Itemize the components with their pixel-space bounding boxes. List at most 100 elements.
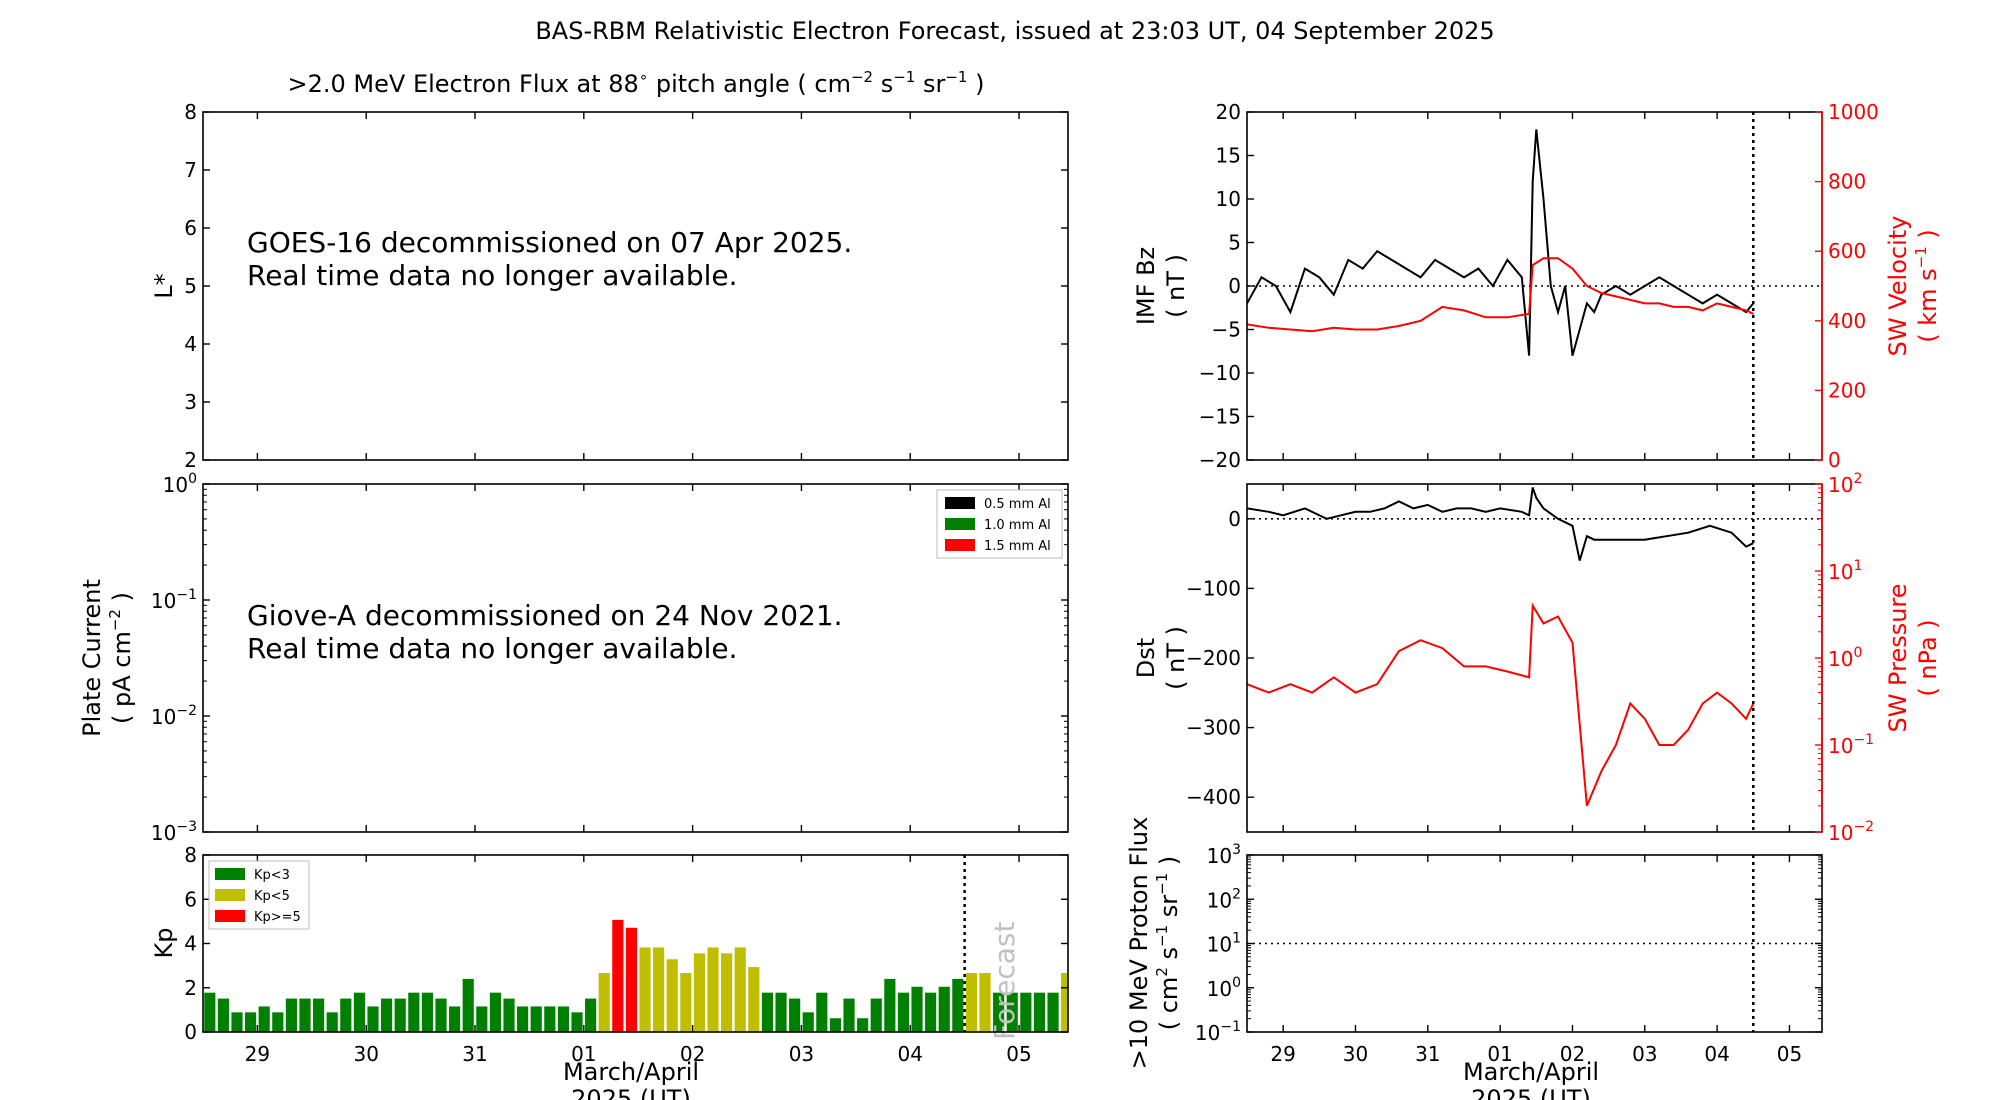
flux-x-ticks bbox=[256, 112, 1020, 460]
kp-y-tick-label: 8 bbox=[184, 843, 197, 867]
kp-x-ticks: 29 30 31 01 02 03 04 05 bbox=[245, 855, 1032, 1066]
plate-message-line2: Real time data no longer available. bbox=[247, 632, 738, 665]
kp-legend-label-0: Kp<3 bbox=[254, 868, 290, 883]
kp-legend-swatch-0 bbox=[215, 868, 245, 880]
kp-bar bbox=[884, 978, 896, 1032]
kp-bar bbox=[870, 998, 882, 1032]
dst-data-layer bbox=[1247, 487, 1822, 807]
imf-right-y-ticks: 0 200 400 600 800 1000 bbox=[1815, 100, 1879, 472]
kp-bar bbox=[965, 973, 978, 1032]
sw-velocity-y-tick-label: 400 bbox=[1828, 309, 1866, 333]
kp-bar bbox=[367, 1006, 379, 1032]
kp-y-ticks: 0 2 4 6 8 bbox=[184, 843, 1068, 1044]
kp-bar bbox=[326, 1012, 338, 1032]
imf-y-tick-label: 0 bbox=[1228, 274, 1241, 298]
proton-x-tick-label: 02 bbox=[1560, 1042, 1585, 1066]
plate-plot-frame bbox=[202, 483, 1069, 833]
kp-bar bbox=[462, 978, 474, 1032]
plate-message-line1: Giove-A decommissioned on 24 Nov 2021. bbox=[247, 599, 843, 632]
plate-legend-swatch-0 bbox=[945, 497, 975, 509]
flux-y-tick-label: 8 bbox=[184, 100, 197, 124]
kp-bar bbox=[299, 998, 311, 1032]
kp-bar bbox=[449, 1006, 461, 1032]
sw-pressure-series bbox=[1247, 602, 1755, 807]
proton-x-tick-label: 31 bbox=[1415, 1042, 1440, 1066]
sw-pressure-axis-label-line1: SW Pressure bbox=[1884, 583, 1912, 732]
sw-velocity-axis-label-line1: SW Velocity bbox=[1884, 216, 1912, 357]
kp-y-tick-label: 6 bbox=[184, 887, 197, 911]
kp-bar bbox=[816, 992, 828, 1032]
proton-x-ticks: 29 30 31 01 02 03 04 05 bbox=[1270, 855, 1802, 1066]
proton-y-tick-label: 103 bbox=[1207, 842, 1241, 868]
kp-bar bbox=[925, 992, 937, 1032]
kp-bar bbox=[598, 973, 610, 1032]
dst-y-tick-label: 0 bbox=[1228, 507, 1241, 531]
dst-y-axis-label-line1: Dst bbox=[1132, 638, 1160, 678]
dst-x-ticks bbox=[1282, 484, 1791, 832]
kp-bar bbox=[897, 992, 910, 1032]
kp-bar bbox=[748, 967, 760, 1032]
proton-y-tick-label: 100 bbox=[1207, 975, 1241, 1001]
kp-bar bbox=[802, 1012, 814, 1032]
kp-bar bbox=[340, 998, 352, 1032]
plate-y-axis-label: Plate Current ( pA cm−2 ) bbox=[78, 579, 136, 737]
sw-velocity-y-tick-label: 1000 bbox=[1828, 100, 1879, 124]
plate-y-tick-label: 10−2 bbox=[151, 703, 197, 729]
flux-y-tick-label: 3 bbox=[184, 390, 197, 414]
plate-y-axis-label-line1: Plate Current bbox=[78, 579, 106, 737]
kp-bar bbox=[258, 1006, 270, 1032]
plate-legend-label-2: 1.5 mm Al bbox=[984, 539, 1051, 554]
kp-bar bbox=[231, 1012, 243, 1032]
kp-bar bbox=[911, 986, 923, 1032]
kp-bars bbox=[204, 919, 1068, 1032]
plate-y-tick-label: 10−3 bbox=[151, 819, 197, 845]
kp-x-tick-label: 05 bbox=[1006, 1042, 1031, 1066]
kp-x-tick-label: 30 bbox=[353, 1042, 378, 1066]
proton-y-tick-label: 102 bbox=[1207, 886, 1241, 912]
proton-x-tick-label: 03 bbox=[1632, 1042, 1657, 1066]
imf-y-tick-label: 10 bbox=[1216, 187, 1241, 211]
proton-plot-frame bbox=[1246, 854, 1823, 1033]
sw-velocity-y-tick-label: 200 bbox=[1828, 378, 1866, 402]
sw-pressure-y-tick-label: 101 bbox=[1828, 558, 1862, 584]
flux-y-axis-label: L* bbox=[150, 273, 178, 298]
imf-y-tick-label: 20 bbox=[1216, 100, 1241, 124]
plate-y-tick-label: 10−1 bbox=[151, 587, 197, 613]
kp-bar bbox=[829, 1018, 842, 1032]
dst-y-tick-label: −300 bbox=[1186, 716, 1241, 740]
kp-legend-label-2: Kp>=5 bbox=[254, 910, 301, 925]
kp-bar bbox=[1061, 973, 1068, 1032]
proton-x-tick-label: 29 bbox=[1270, 1042, 1295, 1066]
proton-y-ticks: 10−1 100 101 102 103 bbox=[1195, 842, 1822, 1045]
dst-y-tick-label: −100 bbox=[1186, 576, 1241, 600]
proton-x-tick-label: 30 bbox=[1343, 1042, 1368, 1066]
kp-bar bbox=[721, 953, 733, 1032]
flux-y-tick-label: 6 bbox=[184, 216, 197, 240]
kp-bar bbox=[938, 986, 950, 1032]
kp-bar bbox=[693, 953, 705, 1032]
kp-x-tick-label: 31 bbox=[462, 1042, 487, 1066]
plate-y-tick-label: 100 bbox=[163, 471, 197, 497]
kp-y-tick-label: 0 bbox=[184, 1020, 197, 1044]
proton-x-tick-label: 01 bbox=[1487, 1042, 1512, 1066]
kp-bar bbox=[843, 998, 855, 1032]
kp-bar bbox=[272, 1012, 284, 1032]
plate-legend-label-0: 0.5 mm Al bbox=[984, 497, 1051, 512]
kp-x-tick-label: 04 bbox=[898, 1042, 923, 1066]
sw-pressure-axis-label-line2: ( nPa ) bbox=[1914, 619, 1942, 696]
kp-bar bbox=[680, 973, 692, 1032]
imf-y-tick-label: −20 bbox=[1199, 448, 1241, 472]
kp-bar bbox=[639, 947, 651, 1032]
kp-bar bbox=[789, 998, 801, 1032]
kp-bar bbox=[1006, 992, 1018, 1032]
kp-bar bbox=[734, 947, 746, 1032]
kp-legend: Kp<3 Kp<5 Kp>=5 bbox=[208, 860, 310, 930]
plate-legend-label-1: 1.0 mm Al bbox=[984, 518, 1051, 533]
kp-bar bbox=[1047, 992, 1059, 1032]
sw-velocity-series bbox=[1247, 257, 1754, 333]
kp-bar bbox=[707, 947, 719, 1032]
flux-y-tick-label: 2 bbox=[184, 448, 197, 472]
kp-bar bbox=[585, 998, 597, 1032]
kp-legend-label-1: Kp<5 bbox=[254, 889, 290, 904]
imf-y-tick-label: 5 bbox=[1228, 231, 1241, 255]
